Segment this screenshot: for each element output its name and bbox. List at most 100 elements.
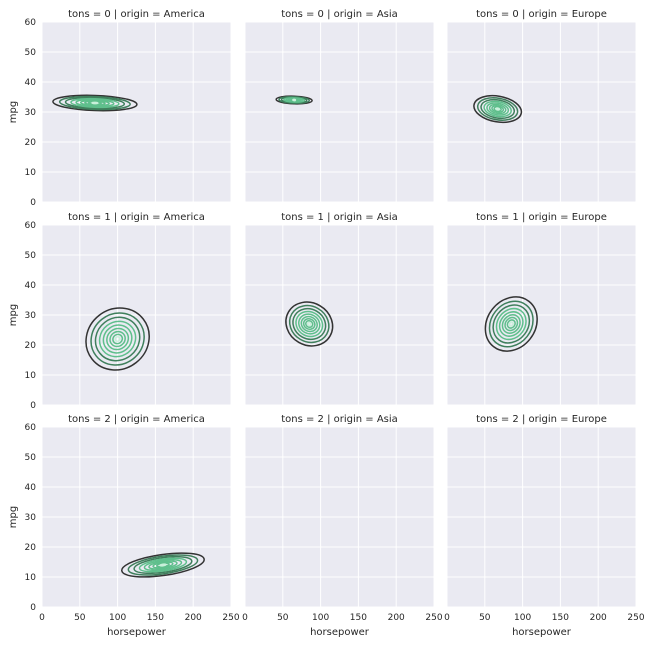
y-tick-label: 50: [25, 453, 37, 463]
y-tick-label: 40: [25, 483, 37, 493]
x-tick-label: 0: [444, 613, 450, 623]
y-axis-label: mpg: [8, 506, 19, 528]
gridlines: [41, 21, 232, 203]
panel-title: tons = 0 | origin = Europe: [476, 9, 607, 20]
kde-contour-level-6: [79, 99, 110, 107]
x-axis-label: horsepower: [107, 627, 167, 638]
kde-contour-level-1: [85, 307, 150, 371]
kde-contour-level-6: [148, 560, 178, 570]
gridlines: [244, 224, 435, 406]
x-tick-label: 0: [242, 613, 248, 623]
kde-contour-level-2: [58, 95, 131, 111]
kde-contour-level-9: [292, 98, 297, 102]
kde-contour-level-1: [121, 552, 205, 578]
kde-contour-level-4: [70, 97, 120, 109]
kde-contour-level-5: [298, 313, 321, 335]
x-tick-label: 100: [109, 613, 126, 623]
x-tick-label: 150: [147, 613, 164, 623]
kde-contour-level-2: [90, 312, 145, 366]
gridlines: [446, 426, 637, 608]
kde-contours: [275, 95, 313, 105]
kde-contour-level-5: [498, 311, 524, 337]
kde-contours: [121, 552, 205, 578]
kde-contour-level-8: [156, 562, 170, 568]
kde-contour-level-2: [127, 554, 199, 576]
y-tick-label: 60: [25, 221, 37, 231]
y-tick-label: 30: [25, 108, 37, 118]
y-axis-label: mpg: [8, 101, 19, 123]
x-tick-label: 150: [350, 613, 367, 623]
kde-contour-level-9: [495, 107, 501, 111]
gridlines: [446, 21, 637, 203]
panel-title: tons = 2 | origin = Europe: [476, 414, 607, 425]
kde-contour-level-4: [483, 100, 512, 118]
kde-contour-level-8: [506, 319, 516, 329]
y-tick-label: 10: [25, 371, 37, 381]
x-tick-label: 250: [627, 613, 644, 623]
kde-contour-level-5: [486, 102, 510, 116]
kde-contour-level-7: [491, 105, 505, 113]
facet-panel-1-1: tons = 0 | origin = America 0 10 20 30 40 50 60…: [8, 9, 232, 208]
x-tick-label: 50: [277, 613, 289, 623]
x-tick-label: 150: [552, 613, 569, 623]
kde-contour-level-3: [133, 555, 193, 575]
y-tick-label: 20: [25, 138, 37, 148]
x-axis-label: horsepower: [310, 627, 370, 638]
kde-contour-level-1: [52, 94, 138, 112]
kde-contour-level-9: [306, 321, 312, 327]
facet-panel-1-2: tons = 0 | origin = Asia: [244, 9, 435, 203]
x-tick-label: 50: [479, 613, 491, 623]
gridlines: [41, 426, 232, 608]
y-axis-label: mpg: [8, 304, 19, 326]
kde-contour-level-7: [302, 317, 316, 331]
panel-title: tons = 0 | origin = America: [68, 9, 205, 20]
y-tick-label: 50: [25, 48, 37, 58]
kde-contour-level-4: [495, 307, 527, 341]
facet-panel-1-3: tons = 0 | origin = Europe: [446, 9, 637, 203]
y-tick-label: 40: [25, 281, 37, 291]
kde-contour-level-7: [152, 561, 174, 569]
kde-contour-level-5: [143, 558, 183, 572]
kde-contour-level-6: [106, 327, 130, 351]
x-tick-label: 0: [39, 613, 45, 623]
x-tick-label: 200: [590, 613, 607, 623]
x-tick-label: 250: [425, 613, 442, 623]
kde-contour-level-2: [488, 300, 534, 348]
kde-contours: [484, 296, 538, 352]
x-tick-label: 100: [514, 613, 531, 623]
x-tick-label: 50: [74, 613, 86, 623]
gridlines: [446, 224, 637, 406]
y-tick-label: 10: [25, 573, 37, 583]
y-tick-label: 0: [30, 401, 36, 411]
panel-title: tons = 1 | origin = Europe: [476, 212, 607, 223]
facet-panel-2-1: tons = 1 | origin = America 0 10 20 30 40 50 60…: [8, 212, 232, 411]
kde-contour-level-1: [285, 301, 334, 347]
y-tick-label: 20: [25, 341, 37, 351]
x-tick-label: 200: [388, 613, 405, 623]
y-tick-label: 10: [25, 168, 37, 178]
kde-contour-level-5: [75, 98, 115, 108]
y-tick-label: 0: [30, 603, 36, 613]
kde-contour-level-5: [102, 324, 133, 354]
kde-contour-level-8: [493, 106, 502, 112]
kde-contour-level-6: [488, 103, 507, 115]
kde-contours: [85, 307, 150, 371]
gridlines: [244, 426, 435, 608]
facet-panel-3-3: tons = 2 | origin = Europe 0 50 100 150 200 25…: [444, 414, 645, 638]
y-tick-label: 20: [25, 543, 37, 553]
kde-contours: [285, 301, 334, 347]
kde-contour-level-9: [91, 101, 99, 105]
panel-title: tons = 2 | origin = Asia: [281, 414, 398, 425]
x-tick-label: 200: [185, 613, 202, 623]
y-tick-label: 40: [25, 78, 37, 88]
kde-contour-level-6: [501, 314, 521, 334]
kde-contour-level-1: [473, 94, 523, 124]
y-tick-label: 60: [25, 18, 37, 28]
kde-contour-level-8: [305, 319, 314, 329]
panel-title: tons = 1 | origin = Asia: [281, 212, 398, 223]
kde-contour-level-3: [94, 316, 141, 362]
gridlines: [244, 21, 435, 203]
kde-contour-level-7: [109, 330, 126, 348]
y-tick-label: 0: [30, 198, 36, 208]
